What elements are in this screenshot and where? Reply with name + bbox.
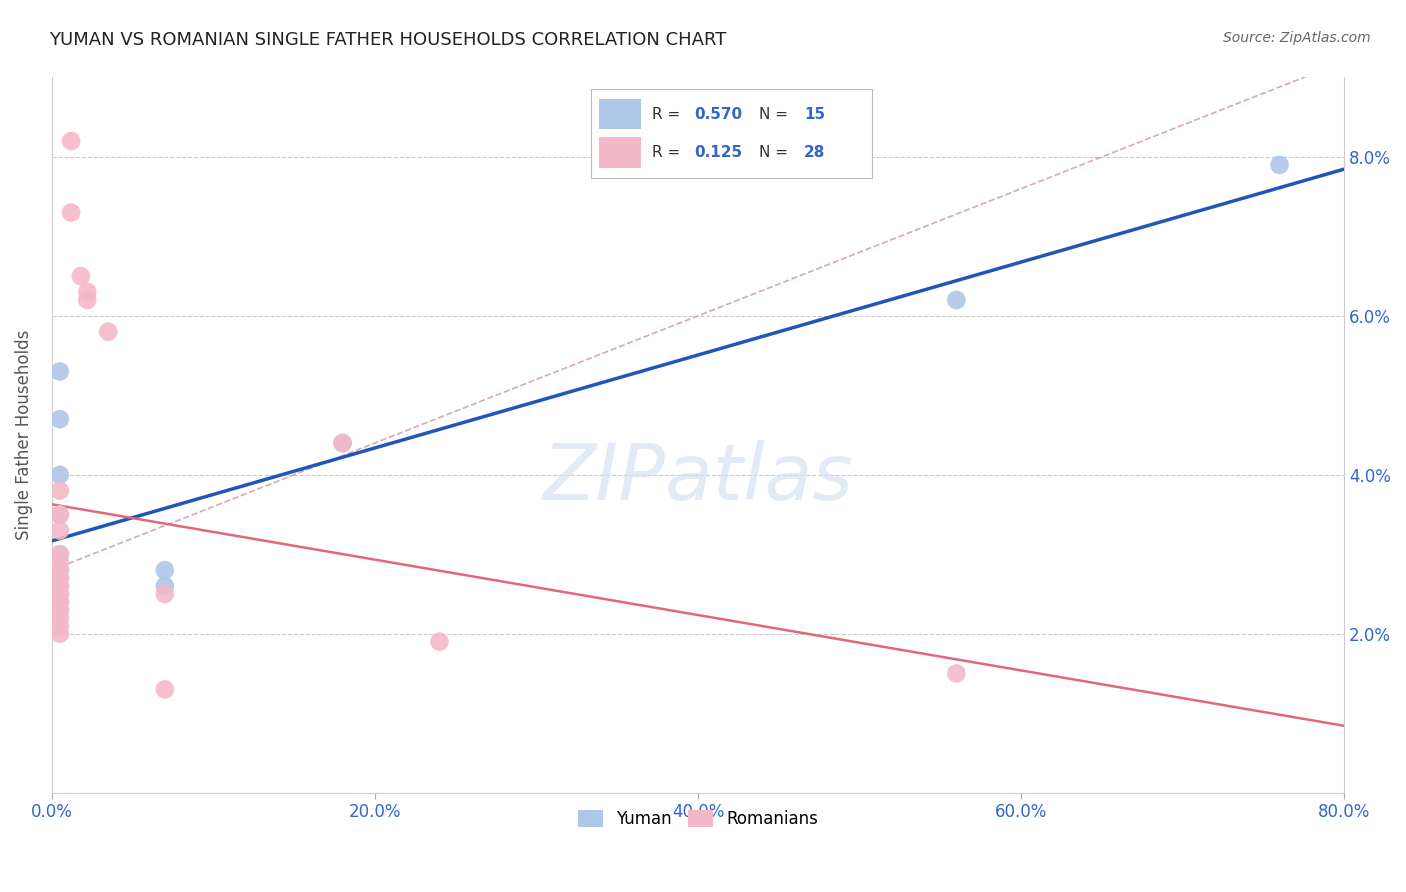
Point (945, 666, 967, 681)
Text: YUMAN VS ROMANIAN SINGLE FATHER HOUSEHOLDS CORRELATION CHART: YUMAN VS ROMANIAN SINGLE FATHER HOUSEHOL… (49, 31, 727, 49)
Point (49, 626, 72, 640)
Text: R =: R = (652, 145, 686, 160)
Point (49, 467, 72, 482)
Point (429, 634, 451, 648)
Text: N =: N = (759, 107, 793, 121)
Point (332, 436, 354, 450)
Text: 0.125: 0.125 (695, 145, 742, 160)
Point (49, 595, 72, 609)
Point (49, 483, 72, 498)
Y-axis label: Single Father Households: Single Father Households (15, 330, 32, 541)
Point (49, 555, 72, 569)
Point (49, 412, 72, 426)
Point (76, 285, 98, 299)
Point (153, 579, 176, 593)
Text: 0.570: 0.570 (695, 107, 742, 121)
Text: 15: 15 (804, 107, 825, 121)
Point (69, 269, 91, 284)
Point (49, 603, 72, 617)
Point (60, 205, 83, 219)
Point (332, 436, 354, 450)
Point (76, 293, 98, 307)
Point (49, 611, 72, 625)
Point (49, 587, 72, 601)
Point (49, 524, 72, 538)
Text: ZIPatlas: ZIPatlas (543, 440, 853, 516)
FancyBboxPatch shape (599, 137, 641, 168)
FancyBboxPatch shape (599, 99, 641, 129)
Text: 28: 28 (804, 145, 825, 160)
Point (153, 682, 176, 697)
Point (1268, 158, 1291, 172)
Point (945, 293, 967, 307)
Point (49, 571, 72, 585)
Point (49, 595, 72, 609)
Point (49, 619, 72, 633)
Point (97, 325, 120, 339)
Point (49, 587, 72, 601)
Point (49, 571, 72, 585)
Text: N =: N = (759, 145, 793, 160)
Point (153, 563, 176, 577)
Point (49, 579, 72, 593)
Text: R =: R = (652, 107, 686, 121)
FancyBboxPatch shape (591, 89, 872, 178)
Point (49, 508, 72, 522)
Point (49, 563, 72, 577)
Point (49, 547, 72, 561)
Point (49, 364, 72, 378)
Point (49, 587, 72, 601)
Point (49, 547, 72, 561)
Legend: Yuman, Romanians: Yuman, Romanians (571, 803, 825, 834)
Point (49, 579, 72, 593)
Point (49, 563, 72, 577)
Point (49, 611, 72, 625)
Point (153, 587, 176, 601)
Text: Source: ZipAtlas.com: Source: ZipAtlas.com (1223, 31, 1371, 45)
Point (49, 603, 72, 617)
Point (60, 134, 83, 148)
Point (49, 508, 72, 522)
